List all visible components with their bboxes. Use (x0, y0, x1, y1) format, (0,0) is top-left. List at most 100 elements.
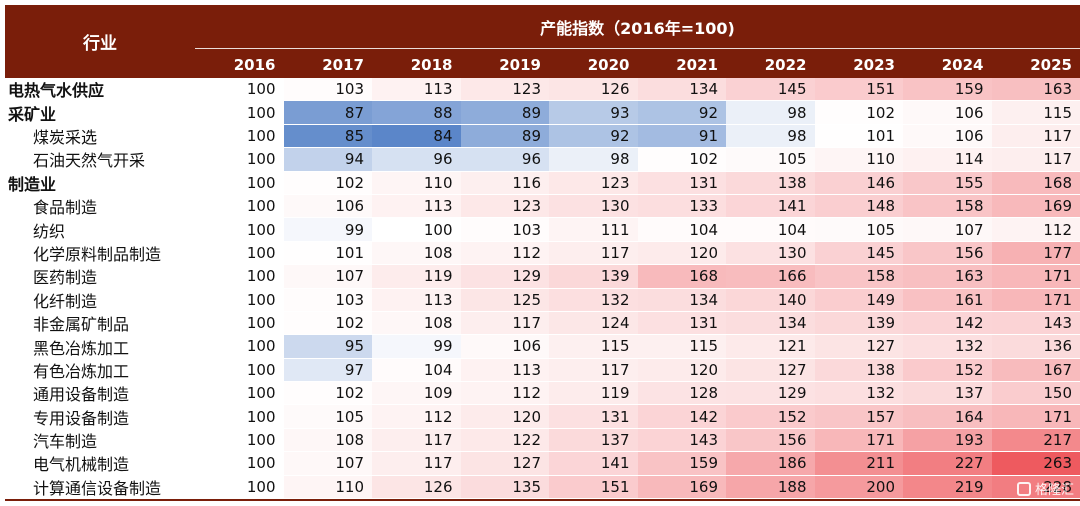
row-cells: 100 107 119 129 139 168 166 158 163 171 (195, 265, 1080, 288)
heatmap-cell: 102 (637, 148, 726, 171)
heatmap-cell: 100 (195, 405, 284, 428)
heatmap-cell: 112 (460, 241, 549, 265)
heatmap-cell: 133 (637, 194, 726, 218)
heatmap-cell: 130 (549, 194, 638, 218)
row-label: 黑色冶炼加工 (33, 338, 130, 358)
heatmap-cell: 117 (460, 311, 549, 335)
row-cells: 100 110 126 135 151 169 188 200 219 228 (195, 475, 1080, 499)
heatmap-cell: 141 (549, 452, 638, 475)
heatmap-cell: 219 (903, 475, 992, 499)
table-row: 通用设备制造 100 102 109 112 119 128 129 132 137 150 (5, 382, 1080, 406)
heatmap-cell: 105 (283, 405, 372, 428)
row-label: 医药制造 (33, 268, 98, 288)
heatmap-cell: 148 (814, 194, 903, 218)
table-row: 纺织 100 99 100 103 111 104 104 105 107 112 (5, 218, 1080, 242)
heatmap-cell: 156 (903, 241, 992, 265)
row-label: 制造业 (8, 174, 57, 194)
heatmap-cell: 93 (549, 101, 638, 124)
heatmap-cell: 146 (814, 171, 903, 194)
heatmap-cell: 102 (283, 382, 372, 405)
heatmap-cell: 108 (372, 241, 461, 265)
watermark: 格隆汇 (1016, 479, 1074, 498)
heatmap-cell: 92 (637, 101, 726, 124)
row-label: 煤炭采选 (33, 127, 98, 147)
table-row: 石油天然气开采 100 94 96 96 98 102 105 110 114 117 (5, 148, 1080, 172)
heatmap-cell: 107 (283, 452, 372, 475)
heatmap-cell: 112 (460, 382, 549, 405)
heatmap-cell: 188 (726, 475, 815, 499)
bottom-rule (5, 499, 1080, 502)
row-label: 计算通信设备制造 (33, 478, 162, 498)
heatmap-cell: 100 (195, 148, 284, 171)
heatmap-cell: 95 (283, 335, 372, 358)
industry-column-header: 行业 (83, 34, 117, 54)
heatmap-cell: 108 (283, 428, 372, 452)
heatmap-cell: 145 (726, 78, 815, 101)
heatmap-cell: 143 (637, 428, 726, 452)
heatmap-cell: 132 (814, 382, 903, 405)
heatmap-cell: 113 (372, 288, 461, 311)
heatmap-cell: 139 (814, 311, 903, 335)
table-row: 电热气水供应 100 103 113 123 126 134 145 151 159 163 (5, 78, 1080, 102)
heatmap-cell: 140 (726, 288, 815, 311)
heatmap-cell: 131 (549, 405, 638, 428)
heatmap-cell: 100 (195, 382, 284, 405)
heatmap-cell: 105 (814, 218, 903, 241)
heatmap-cell: 135 (460, 475, 549, 499)
heatmap-cell: 117 (372, 452, 461, 475)
heatmap-cell: 102 (283, 171, 372, 194)
heatmap-cell: 145 (814, 241, 903, 265)
table-row: 煤炭采选 100 85 84 89 92 91 98 101 106 117 (5, 124, 1080, 149)
heatmap-cell: 158 (814, 265, 903, 288)
heatmap-cell: 112 (991, 218, 1080, 241)
heatmap-cell: 126 (549, 78, 638, 101)
heatmap-cell: 104 (726, 218, 815, 241)
row-cells: 100 101 108 112 117 120 130 145 156 177 (195, 241, 1080, 265)
heatmap-cell: 100 (195, 452, 284, 475)
heatmap-cell: 105 (726, 148, 815, 171)
heatmap-cell: 88 (372, 101, 461, 124)
heatmap-table: 行业 产能指数（2016年=100) 2016 2017 2018 2019 2020 2… (5, 5, 1080, 502)
heatmap-cell: 99 (283, 218, 372, 241)
row-cells: 100 102 109 112 119 128 129 132 137 150 (195, 382, 1080, 405)
table-row: 化学原料制品制造 100 101 108 112 117 120 130 145 156 177 (5, 241, 1080, 266)
row-label: 化纤制造 (33, 291, 98, 311)
heatmap-cell: 168 (637, 265, 726, 288)
heatmap-cell: 99 (372, 335, 461, 358)
heatmap-cell: 159 (903, 78, 992, 101)
row-cells: 100 87 88 89 93 92 98 102 106 115 (195, 101, 1080, 124)
heatmap-cell: 117 (991, 148, 1080, 171)
heatmap-cell: 123 (460, 194, 549, 218)
heatmap-cell: 167 (991, 358, 1080, 382)
row-label: 石油天然气开采 (33, 151, 146, 171)
heatmap-cell: 158 (903, 194, 992, 218)
heatmap-cell: 123 (549, 171, 638, 194)
heatmap-cell: 186 (726, 452, 815, 475)
heatmap-cell: 100 (195, 288, 284, 311)
row-label: 专用设备制造 (33, 408, 130, 428)
heatmap-cell: 142 (903, 311, 992, 335)
table-row: 制造业 100 102 110 116 123 131 138 146 155 168 (5, 171, 1080, 195)
heatmap-cell: 106 (903, 124, 992, 148)
heatmap-cell: 89 (460, 124, 549, 148)
heatmap-cell: 141 (726, 194, 815, 218)
heatmap-cell: 152 (726, 405, 815, 428)
heatmap-cell: 115 (991, 101, 1080, 124)
year-header-2021: 2021 (676, 56, 718, 74)
row-cells: 100 103 113 125 132 134 140 149 161 171 (195, 288, 1080, 311)
heatmap-cell: 103 (283, 288, 372, 311)
heatmap-cell: 152 (903, 358, 992, 382)
heatmap-cell: 100 (195, 428, 284, 452)
heatmap-cell: 94 (283, 148, 372, 171)
heatmap-cell: 100 (195, 241, 284, 265)
heatmap-cell: 150 (991, 382, 1080, 405)
heatmap-cell: 106 (460, 335, 549, 358)
heatmap-cell: 211 (814, 452, 903, 475)
year-header-2023: 2023 (853, 56, 895, 74)
table-row: 食品制造 100 106 113 123 130 133 141 148 158 169 (5, 194, 1080, 219)
heatmap-cell: 100 (195, 218, 284, 241)
heatmap-cell: 98 (726, 101, 815, 124)
heatmap-cell: 115 (549, 335, 638, 358)
heatmap-cell: 110 (372, 171, 461, 194)
year-header-2024: 2024 (941, 56, 984, 74)
